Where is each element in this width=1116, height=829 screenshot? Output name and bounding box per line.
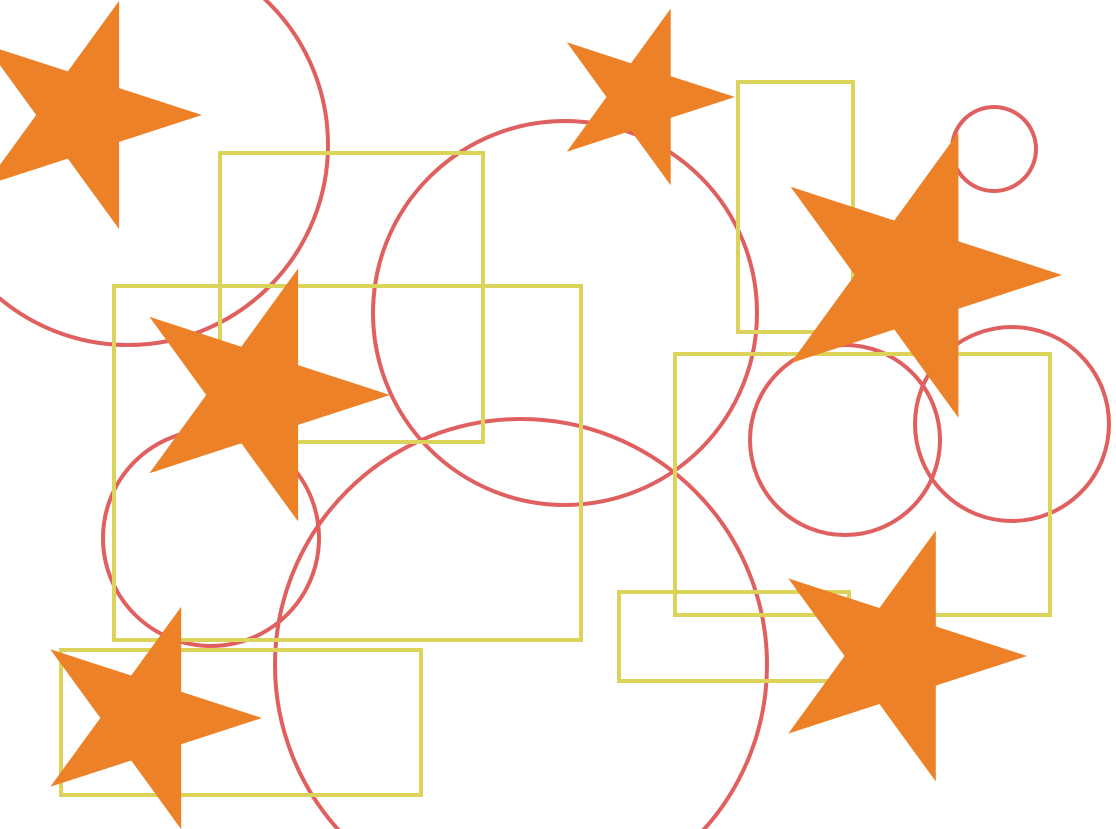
rectangle [112, 284, 583, 642]
star [788, 530, 1027, 782]
circle [913, 325, 1111, 523]
circle [371, 119, 759, 507]
star [0, 0, 202, 230]
circle [273, 417, 769, 829]
rectangle [673, 352, 1052, 617]
rectangle [59, 648, 423, 797]
star [50, 606, 262, 829]
circle [748, 343, 942, 537]
circle [0, 0, 330, 347]
circle [950, 105, 1038, 193]
rectangle [218, 151, 485, 444]
star [790, 132, 1062, 418]
star [149, 268, 390, 522]
rectangle [736, 80, 855, 334]
stars [0, 0, 1062, 829]
star [566, 8, 735, 186]
